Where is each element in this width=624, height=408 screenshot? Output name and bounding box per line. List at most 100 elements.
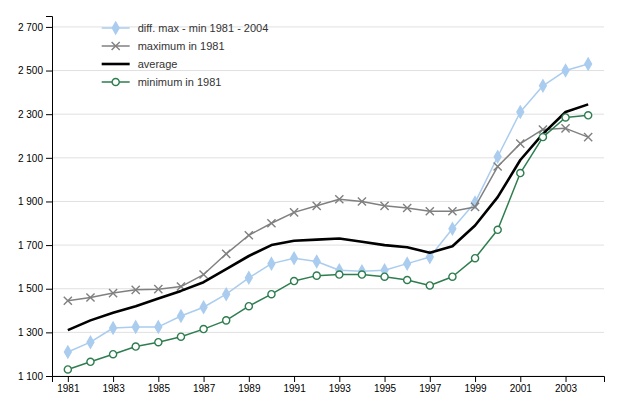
tick-mark — [46, 114, 52, 115]
point-marker — [223, 288, 230, 300]
y-tick: 1 300 — [18, 327, 52, 338]
point-marker — [64, 346, 71, 358]
y-tick: 1 700 — [18, 240, 52, 251]
point-marker — [426, 282, 433, 289]
tick-mark — [339, 376, 340, 382]
tick-mark — [158, 376, 159, 382]
y-tick: 1 100 — [18, 371, 52, 382]
point-marker — [268, 258, 275, 270]
tick-mark — [520, 376, 521, 382]
point-marker — [245, 272, 252, 284]
x-tick: 1983 — [102, 376, 125, 394]
tick-mark — [46, 27, 52, 28]
y-tick: 2 700 — [18, 22, 52, 33]
series — [64, 58, 591, 358]
point-marker — [313, 202, 321, 210]
point-marker — [584, 133, 592, 141]
point-marker — [585, 112, 592, 119]
series — [64, 124, 592, 305]
tick-mark — [566, 376, 567, 382]
point-marker — [245, 231, 253, 239]
point-marker — [358, 271, 365, 278]
tick-mark — [294, 376, 295, 382]
point-marker — [87, 358, 94, 365]
x-tick: 2003 — [555, 376, 578, 394]
point-marker — [562, 65, 569, 77]
point-marker — [562, 114, 569, 121]
legend-item: average — [102, 58, 178, 70]
tick-label: 1985 — [148, 383, 171, 394]
tick-mark — [430, 376, 431, 382]
point-marker — [404, 258, 411, 270]
tick-mark — [46, 158, 52, 159]
point-marker — [313, 256, 320, 268]
tick-label: 2003 — [555, 383, 578, 394]
point-marker — [109, 289, 117, 297]
point-marker — [380, 202, 388, 210]
tick-mark — [46, 376, 52, 377]
tick-mark — [68, 376, 69, 382]
tick-label: 1 500 — [18, 283, 43, 294]
point-marker — [245, 303, 252, 310]
grid-line — [52, 245, 604, 246]
point-marker — [155, 321, 162, 333]
legend-swatch-marker — [112, 22, 119, 34]
point-marker — [471, 255, 478, 262]
tick-mark — [249, 376, 250, 382]
y-tick: 1 500 — [18, 283, 52, 294]
chart: 1981198319851987198919911993199519971999… — [0, 0, 624, 408]
point-marker — [381, 273, 388, 280]
point-marker — [64, 297, 72, 305]
x-tick: 1995 — [374, 376, 397, 394]
legend: diff. max - min 1981 - 2004maximum in 19… — [102, 22, 269, 88]
point-marker — [87, 336, 94, 348]
point-marker — [200, 301, 207, 313]
tick-mark — [46, 71, 52, 72]
point-marker — [177, 333, 184, 340]
point-marker — [110, 322, 117, 334]
tick-label: 1991 — [283, 383, 306, 394]
tick-mark — [46, 245, 52, 246]
tick-mark — [46, 201, 52, 202]
point-marker — [539, 134, 546, 141]
point-marker — [200, 270, 208, 278]
tick-label: 1997 — [419, 383, 442, 394]
point-marker — [517, 170, 524, 177]
point-marker — [336, 271, 343, 278]
tick-label: 2 700 — [18, 22, 43, 33]
tick-label: 1983 — [102, 383, 125, 394]
point-marker — [132, 321, 139, 333]
grid — [52, 27, 604, 376]
y-tick: 2 500 — [18, 65, 52, 76]
x-tick: 1985 — [148, 376, 171, 394]
series — [68, 104, 588, 330]
point-marker — [178, 310, 185, 322]
point-marker — [154, 285, 162, 293]
point-marker — [449, 223, 456, 235]
point-marker — [517, 106, 524, 118]
point-marker — [494, 162, 502, 170]
tick-label: 2 300 — [18, 109, 43, 120]
legend-label: diff. max - min 1981 - 2004 — [138, 22, 269, 34]
point-marker — [540, 80, 547, 92]
tick-label: 2 500 — [18, 65, 43, 76]
x-tick: 2001 — [510, 376, 533, 394]
point-marker — [267, 219, 275, 227]
point-marker — [404, 276, 411, 283]
x-tick: 1987 — [193, 376, 216, 394]
point-marker — [110, 351, 117, 358]
x-tick: 1999 — [464, 376, 487, 394]
axis-line — [53, 377, 605, 383]
tick-mark — [113, 376, 114, 382]
point-marker — [494, 226, 501, 233]
tick-mark — [385, 376, 386, 382]
x-tick: 1997 — [419, 376, 442, 394]
grid-line — [52, 70, 604, 71]
x-tick: 1981 — [57, 376, 80, 394]
tick-mark — [204, 376, 205, 382]
grid-line — [52, 26, 604, 27]
point-marker — [516, 140, 524, 148]
x-axis: 1981198319851987198919911993199519971999… — [53, 376, 605, 394]
point-marker — [64, 366, 71, 373]
legend-swatch-marker — [112, 42, 120, 50]
